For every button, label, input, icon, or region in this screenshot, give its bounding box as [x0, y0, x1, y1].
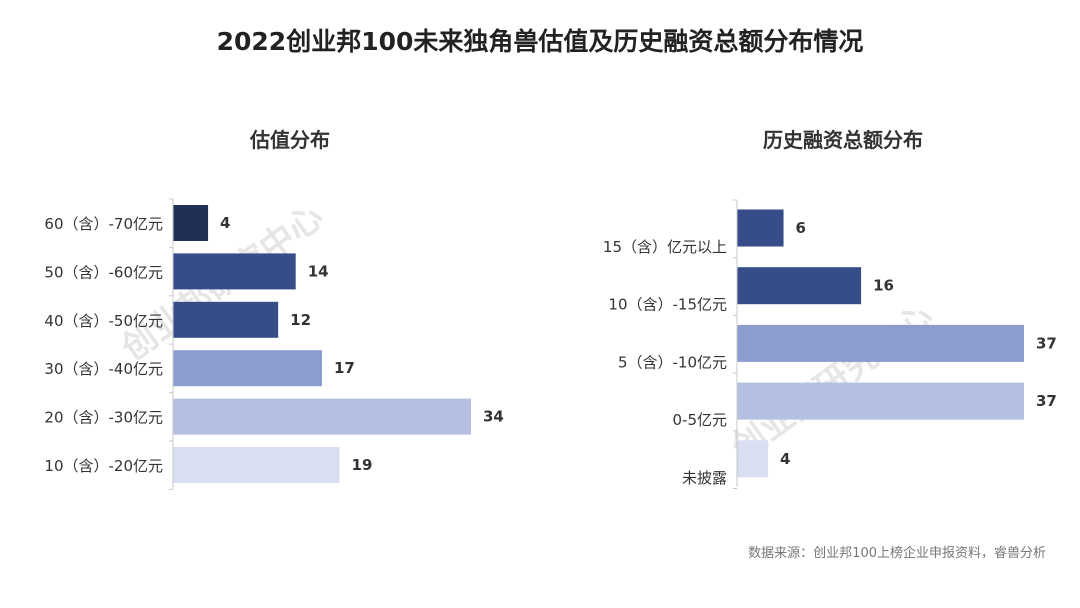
- category-label: 15（含）亿元以上: [603, 238, 727, 256]
- category-label: 10（含）-20亿元: [44, 457, 163, 475]
- bar: [173, 301, 279, 338]
- source-note: 数据来源：创业邦100上榜企业申报资料，睿兽分析: [748, 546, 1046, 561]
- chart-title: 估值分布: [249, 128, 330, 152]
- category-label: 40（含）-50亿元: [44, 312, 163, 330]
- data-label: 14: [308, 262, 329, 280]
- data-label: 17: [334, 359, 355, 377]
- data-label: 6: [796, 219, 806, 237]
- data-label: 37: [1036, 334, 1057, 352]
- bar: [173, 205, 209, 241]
- data-label: 12: [290, 311, 311, 329]
- category-label: 20（含）-30亿元: [44, 409, 163, 427]
- data-label: 37: [1036, 392, 1057, 410]
- category-label: 5（含）-10亿元: [618, 353, 727, 371]
- bar: [737, 440, 769, 478]
- bar: [737, 382, 1024, 420]
- category-label: 30（含）-40亿元: [44, 360, 163, 378]
- category-label: 60（含）-70亿元: [44, 215, 163, 233]
- data-label: 16: [873, 277, 894, 295]
- bar: [737, 209, 784, 247]
- chart-title: 历史融资总额分布: [763, 128, 923, 152]
- data-label: 34: [483, 408, 504, 426]
- category-label: 10（含）-15亿元: [608, 296, 727, 314]
- bar: [173, 447, 340, 483]
- category-label: 0-5亿元: [673, 411, 728, 429]
- bar: [173, 398, 471, 435]
- data-label: 19: [352, 456, 373, 474]
- category-label: 未披露: [682, 469, 727, 487]
- main-title: 2022创业邦100未来独角兽估值及历史融资总额分布情况: [216, 27, 864, 56]
- bar: [737, 267, 862, 305]
- bar: [173, 253, 296, 290]
- data-label: 4: [780, 450, 790, 468]
- bar: [737, 324, 1024, 362]
- data-label: 4: [220, 214, 230, 232]
- category-label: 50（含）-60亿元: [44, 263, 163, 281]
- bar: [173, 350, 322, 387]
